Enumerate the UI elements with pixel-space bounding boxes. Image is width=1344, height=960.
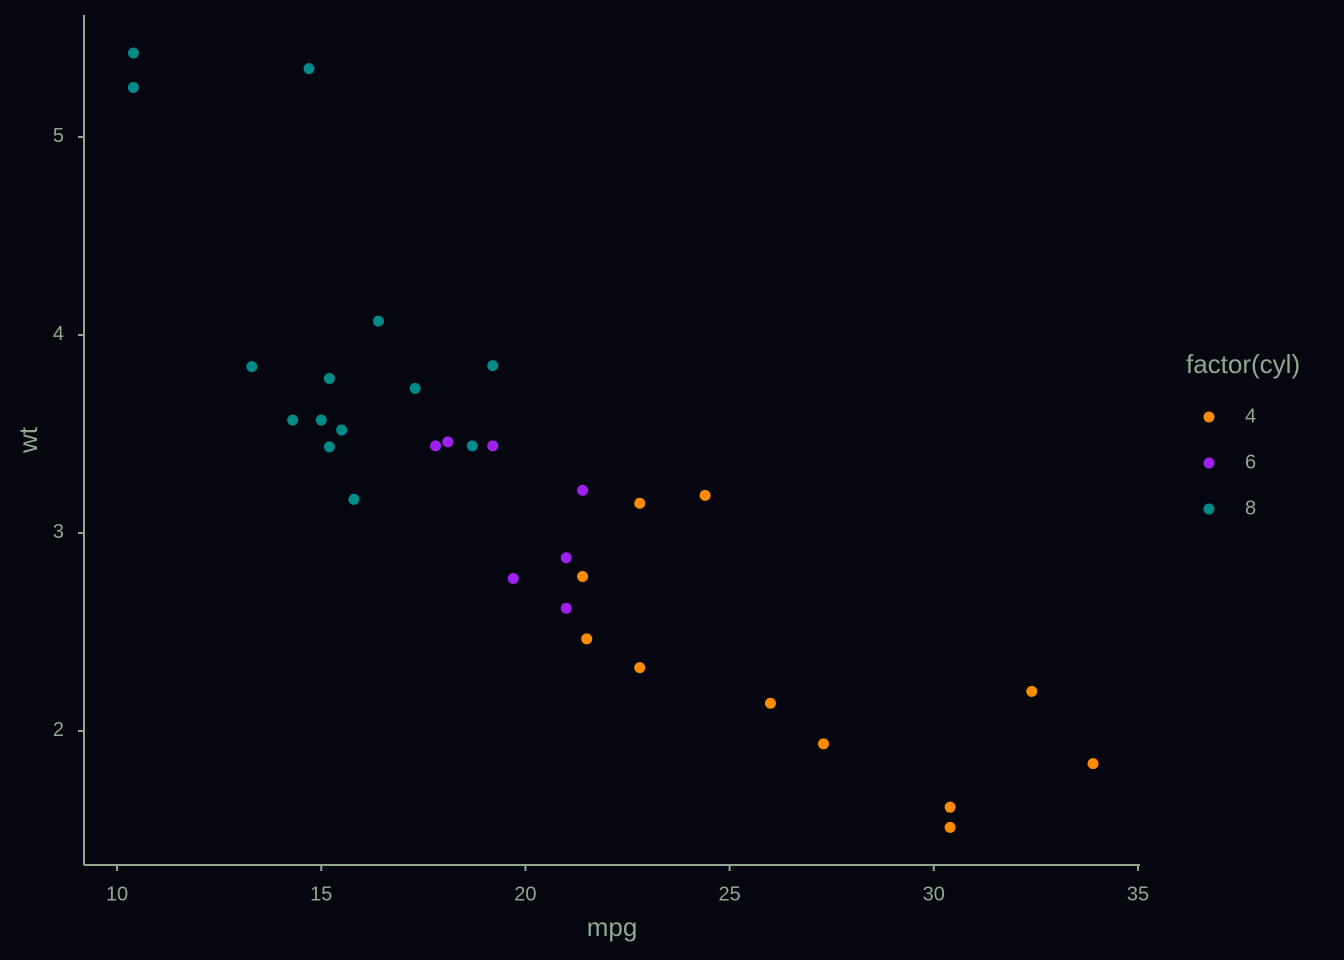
point	[409, 382, 421, 394]
point	[764, 697, 776, 709]
point	[1026, 685, 1038, 697]
point	[634, 497, 646, 509]
y-tick-label: 2	[53, 719, 64, 741]
point	[634, 662, 646, 674]
legend-label: 4	[1245, 405, 1256, 427]
y-tick-label: 5	[53, 125, 64, 147]
point	[487, 440, 499, 452]
point	[127, 81, 139, 93]
point	[487, 360, 499, 372]
x-tick-label: 35	[1127, 883, 1149, 905]
point	[442, 436, 454, 448]
point	[818, 738, 830, 750]
point	[315, 414, 327, 426]
y-tick-label: 4	[53, 323, 64, 345]
y-tick-label: 3	[53, 521, 64, 543]
point	[581, 633, 593, 645]
point	[430, 440, 442, 452]
legend-label: 6	[1245, 451, 1256, 473]
legend-key	[1203, 503, 1215, 515]
legend-key	[1203, 411, 1215, 423]
point	[336, 424, 348, 436]
point	[577, 484, 589, 496]
point	[303, 63, 315, 75]
x-tick-label: 20	[514, 883, 536, 905]
x-tick-label: 30	[923, 883, 945, 905]
point	[1087, 758, 1099, 770]
x-tick-label: 10	[106, 883, 128, 905]
point	[127, 47, 139, 59]
point	[466, 440, 478, 452]
x-tick-label: 25	[718, 883, 740, 905]
legend-title: factor(cyl)	[1186, 349, 1300, 379]
point	[577, 571, 589, 583]
point	[507, 572, 519, 584]
legend-label: 8	[1245, 497, 1256, 519]
point	[560, 602, 572, 614]
point	[348, 493, 360, 505]
point	[246, 361, 258, 373]
point	[560, 552, 572, 564]
point	[944, 821, 956, 833]
point	[699, 489, 711, 501]
x-tick-label: 15	[310, 883, 332, 905]
point	[944, 801, 956, 813]
x-axis-title: mpg	[587, 912, 638, 942]
point	[323, 373, 335, 385]
y-axis-title: wt	[13, 426, 43, 454]
point	[372, 315, 384, 327]
point	[287, 414, 299, 426]
legend-key	[1203, 457, 1215, 469]
point	[323, 441, 335, 453]
